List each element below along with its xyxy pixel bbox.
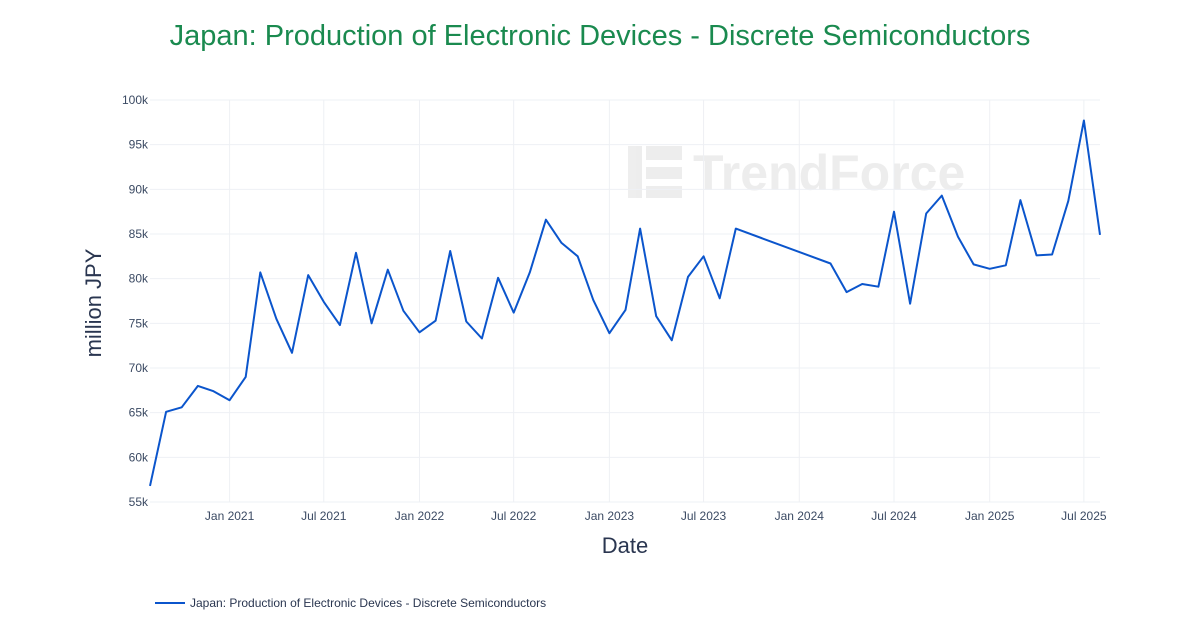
legend[interactable]: Japan: Production of Electronic Devices … [155,596,546,610]
x-tick-label: Jul 2024 [871,509,917,523]
y-tick-label: 80k [129,272,149,286]
x-tick-label: Jul 2022 [491,509,537,523]
y-axis: 55k 60k 65k 70k 75k 80k 85k 90k 95k 100k [122,93,149,509]
watermark-logo-mark [646,167,682,179]
y-tick-label: 85k [129,227,149,241]
chart-title: Japan: Production of Electronic Devices … [169,20,1031,52]
x-tick-label: Jul 2021 [301,509,347,523]
watermark-logo-mark [646,186,682,198]
y-axis-title: million JPY [81,248,106,357]
x-tick-label: Jan 2021 [205,509,255,523]
x-axis: Jan 2021 Jul 2021 Jan 2022 Jul 2022 Jan 2023… [205,509,1107,523]
y-tick-label: 75k [129,316,149,330]
watermark-logo-mark [628,146,642,198]
x-tick-label: Jul 2025 [1061,509,1107,523]
watermark-text: TrendForce [693,145,965,201]
y-tick-label: 100k [122,93,149,107]
x-axis-title: Date [602,533,648,558]
trendforce-watermark: TrendForce [628,145,965,201]
y-tick-label: 95k [129,138,149,152]
legend-label: Japan: Production of Electronic Devices … [190,596,546,610]
y-tick-label: 65k [129,406,149,420]
x-tick-label: Jan 2023 [585,509,635,523]
y-tick-label: 60k [129,450,149,464]
series-layer [149,119,1101,487]
y-tick-label: 70k [129,361,149,375]
series-line[interactable] [149,119,1101,487]
y-tick-label: 55k [129,495,149,509]
grid [150,99,1100,503]
watermark-logo-mark [646,146,682,160]
y-tick-label: 90k [129,182,149,196]
x-tick-label: Jul 2023 [681,509,727,523]
x-tick-label: Jan 2022 [395,509,445,523]
x-tick-label: Jan 2024 [775,509,825,523]
x-tick-label: Jan 2025 [965,509,1015,523]
